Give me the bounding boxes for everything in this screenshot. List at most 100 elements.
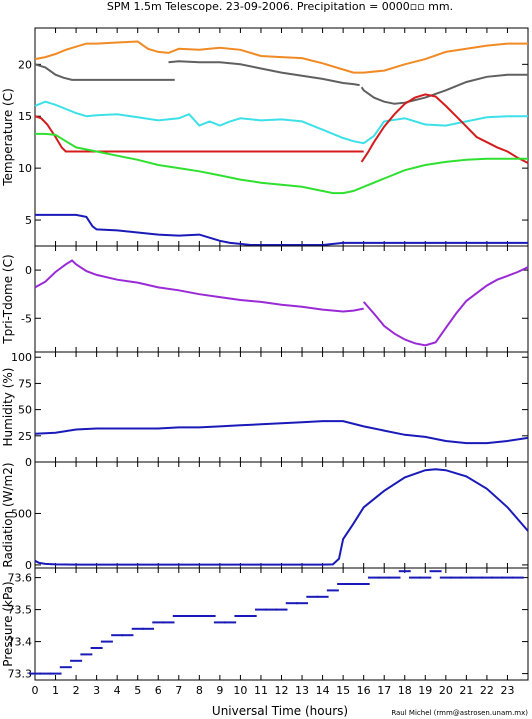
series-line-blue [34,468,529,566]
series-line-purple [362,266,529,347]
y-axis-label: Pressure (kPa) [1,581,15,666]
y-axis-label: Radiation (W/m2) [1,462,15,567]
credit-text: Raul Michel (rmm@astrosen.unam.mx) [391,709,528,717]
x-tick-label: 1 [52,684,59,697]
y-tick-label: 75 [18,377,32,390]
x-tick-label: 10 [233,684,247,697]
y-tick-label: 0 [25,456,32,469]
y-tick-label: 73.3 [8,668,33,681]
x-tick-label: 3 [93,684,100,697]
data-point [419,576,432,579]
data-point [296,602,309,605]
y-tick-label: -5 [21,312,32,325]
chart-title: SPM 1.5m Telescope. 23-09-2006. Precipit… [107,0,453,13]
x-tick-label: 5 [134,684,141,697]
data-point [367,576,380,579]
series-line-gray [168,60,360,87]
series-line-blue [35,213,528,246]
x-tick-label: 0 [32,684,39,697]
data-point [306,595,319,598]
data-point [460,576,473,579]
y-tick-label: 73.6 [8,572,33,585]
y-tick-label: 0 [25,559,32,572]
data-point [234,615,247,617]
data-point [409,576,422,579]
data-point [80,653,93,656]
data-point [70,659,83,662]
x-tick-label: 17 [377,684,391,697]
y-tick-label: 5 [25,214,32,227]
data-point [398,570,411,573]
y-tick-label: 25 [18,430,32,443]
x-tick-label: 7 [175,684,182,697]
x-tick-label: 21 [459,684,473,697]
y-axis-label: Humidity (%) [1,368,15,447]
y-axis-label: Temperature (C) [1,88,15,187]
panel-2: 0 25 50 75 100 Humidity (%) [1,351,529,469]
series-line-green [35,132,528,195]
panel-frame [34,351,529,463]
y-tick-label: 15 [18,110,32,123]
panel-0: 5 10 15 20 Temperature (C) [1,27,529,247]
data-point [316,595,329,598]
data-point [131,627,144,630]
data-point [172,615,185,617]
x-tick-label: 13 [295,684,309,697]
y-tick-label: 500 [11,507,32,520]
series-line-purple [34,259,364,313]
panel-frame [34,567,529,681]
panel-1: -5 0 Tpri-Tdome (C) [1,245,529,353]
data-point [152,621,165,624]
data-point [501,576,514,579]
data-point [491,576,504,579]
data-point [511,576,524,579]
y-tick-label: 73.4 [8,636,33,649]
y-tick-label: 10 [18,162,32,175]
data-point [275,608,288,611]
x-tick-label: 2 [73,684,80,697]
data-point [388,576,401,579]
data-point [244,615,257,617]
x-tick-label: 20 [439,684,453,697]
series-line-red [34,115,364,153]
y-axis-label: Tpri-Tdome (C) [1,254,15,344]
data-point [429,570,442,573]
series-line-orange [34,40,528,74]
data-point [213,621,226,624]
data-point [224,621,237,624]
series-line-gray [34,63,175,81]
data-point [59,666,72,669]
x-tick-label: 16 [357,684,371,697]
data-point [470,576,483,579]
panel-frame [34,461,529,569]
panel-frame [34,27,529,247]
data-point [480,576,493,579]
x-tick-label: 22 [480,684,494,697]
panel-frame [34,245,529,353]
x-tick-label: 14 [316,684,330,697]
series-line-gray [360,73,528,105]
data-point [90,647,103,649]
data-point [111,634,124,637]
x-tick-label: 6 [155,684,162,697]
series-line-red [360,93,529,164]
data-point [337,583,350,585]
y-tick-label: 100 [11,351,32,364]
x-tick-label: 23 [500,684,514,697]
data-point [29,672,41,675]
y-tick-label: 20 [18,58,32,71]
y-tick-label: 50 [18,404,32,417]
data-point [100,640,113,643]
data-point [141,627,154,630]
y-tick-label: 73.5 [8,604,33,617]
x-tick-label: 4 [114,684,121,697]
data-point [121,634,134,637]
data-point [326,589,339,592]
y-tick-label: 0 [25,264,32,277]
x-axis-label: Universal Time (hours) [212,704,348,718]
data-point [265,608,278,611]
data-point [203,615,216,617]
